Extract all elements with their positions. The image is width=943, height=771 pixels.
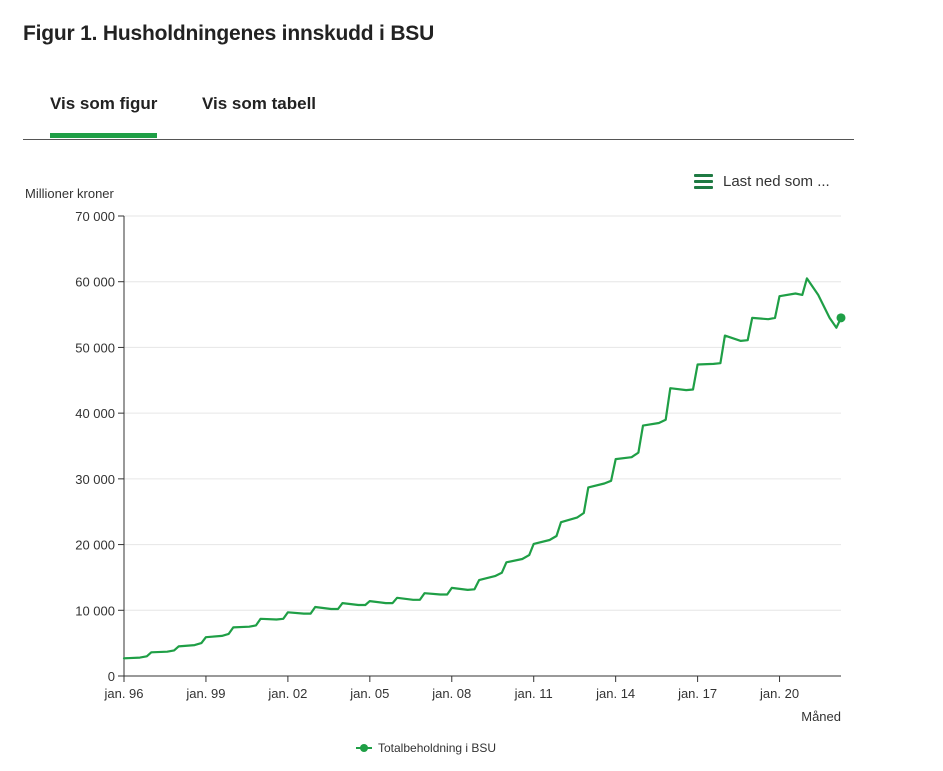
y-tick-label: 40 000 [75,406,115,421]
x-tick-label: jan. 96 [103,686,143,701]
legend-item[interactable]: Totalbeholdning i BSU [356,741,496,755]
tab-show-as-figure[interactable]: Vis som figur [50,94,158,113]
y-tick-label: 0 [108,669,115,684]
last-point-marker[interactable] [836,313,846,323]
legend-swatch [356,743,372,753]
download-menu-button[interactable]: Last ned som ... [694,171,830,191]
y-tick-label: 70 000 [75,209,115,224]
x-tick-label: jan. 05 [349,686,389,701]
x-axis-label: Måned [801,709,841,724]
x-tick-label: jan. 08 [431,686,471,701]
x-tick-label: jan. 11 [514,686,553,701]
x-tick-label: jan. 99 [185,686,225,701]
download-label: Last ned som ... [723,172,830,190]
y-tick-label: 30 000 [75,472,115,487]
active-tab-indicator [50,133,157,138]
legend-label: Totalbeholdning i BSU [378,741,497,755]
x-tick-label: jan. 02 [267,686,307,701]
y-axis-label: Millioner kroner [25,186,115,201]
view-tabs: Vis som figur Vis som tabell [23,80,854,140]
y-tick-label: 60 000 [75,275,115,290]
tab-show-as-table[interactable]: Vis som tabell [202,94,317,113]
menu-icon [694,173,713,189]
x-tick-label: jan. 14 [595,686,635,701]
series-line-totalbeholdning [122,277,843,660]
page-title: Figur 1. Husholdningenes innskudd i BSU [23,22,435,45]
x-tick-label: jan. 20 [759,686,799,701]
x-tick-label: jan. 17 [677,686,717,701]
y-tick-label: 10 000 [75,603,115,618]
y-tick-label: 20 000 [75,538,115,553]
y-tick-label: 50 000 [75,340,115,355]
